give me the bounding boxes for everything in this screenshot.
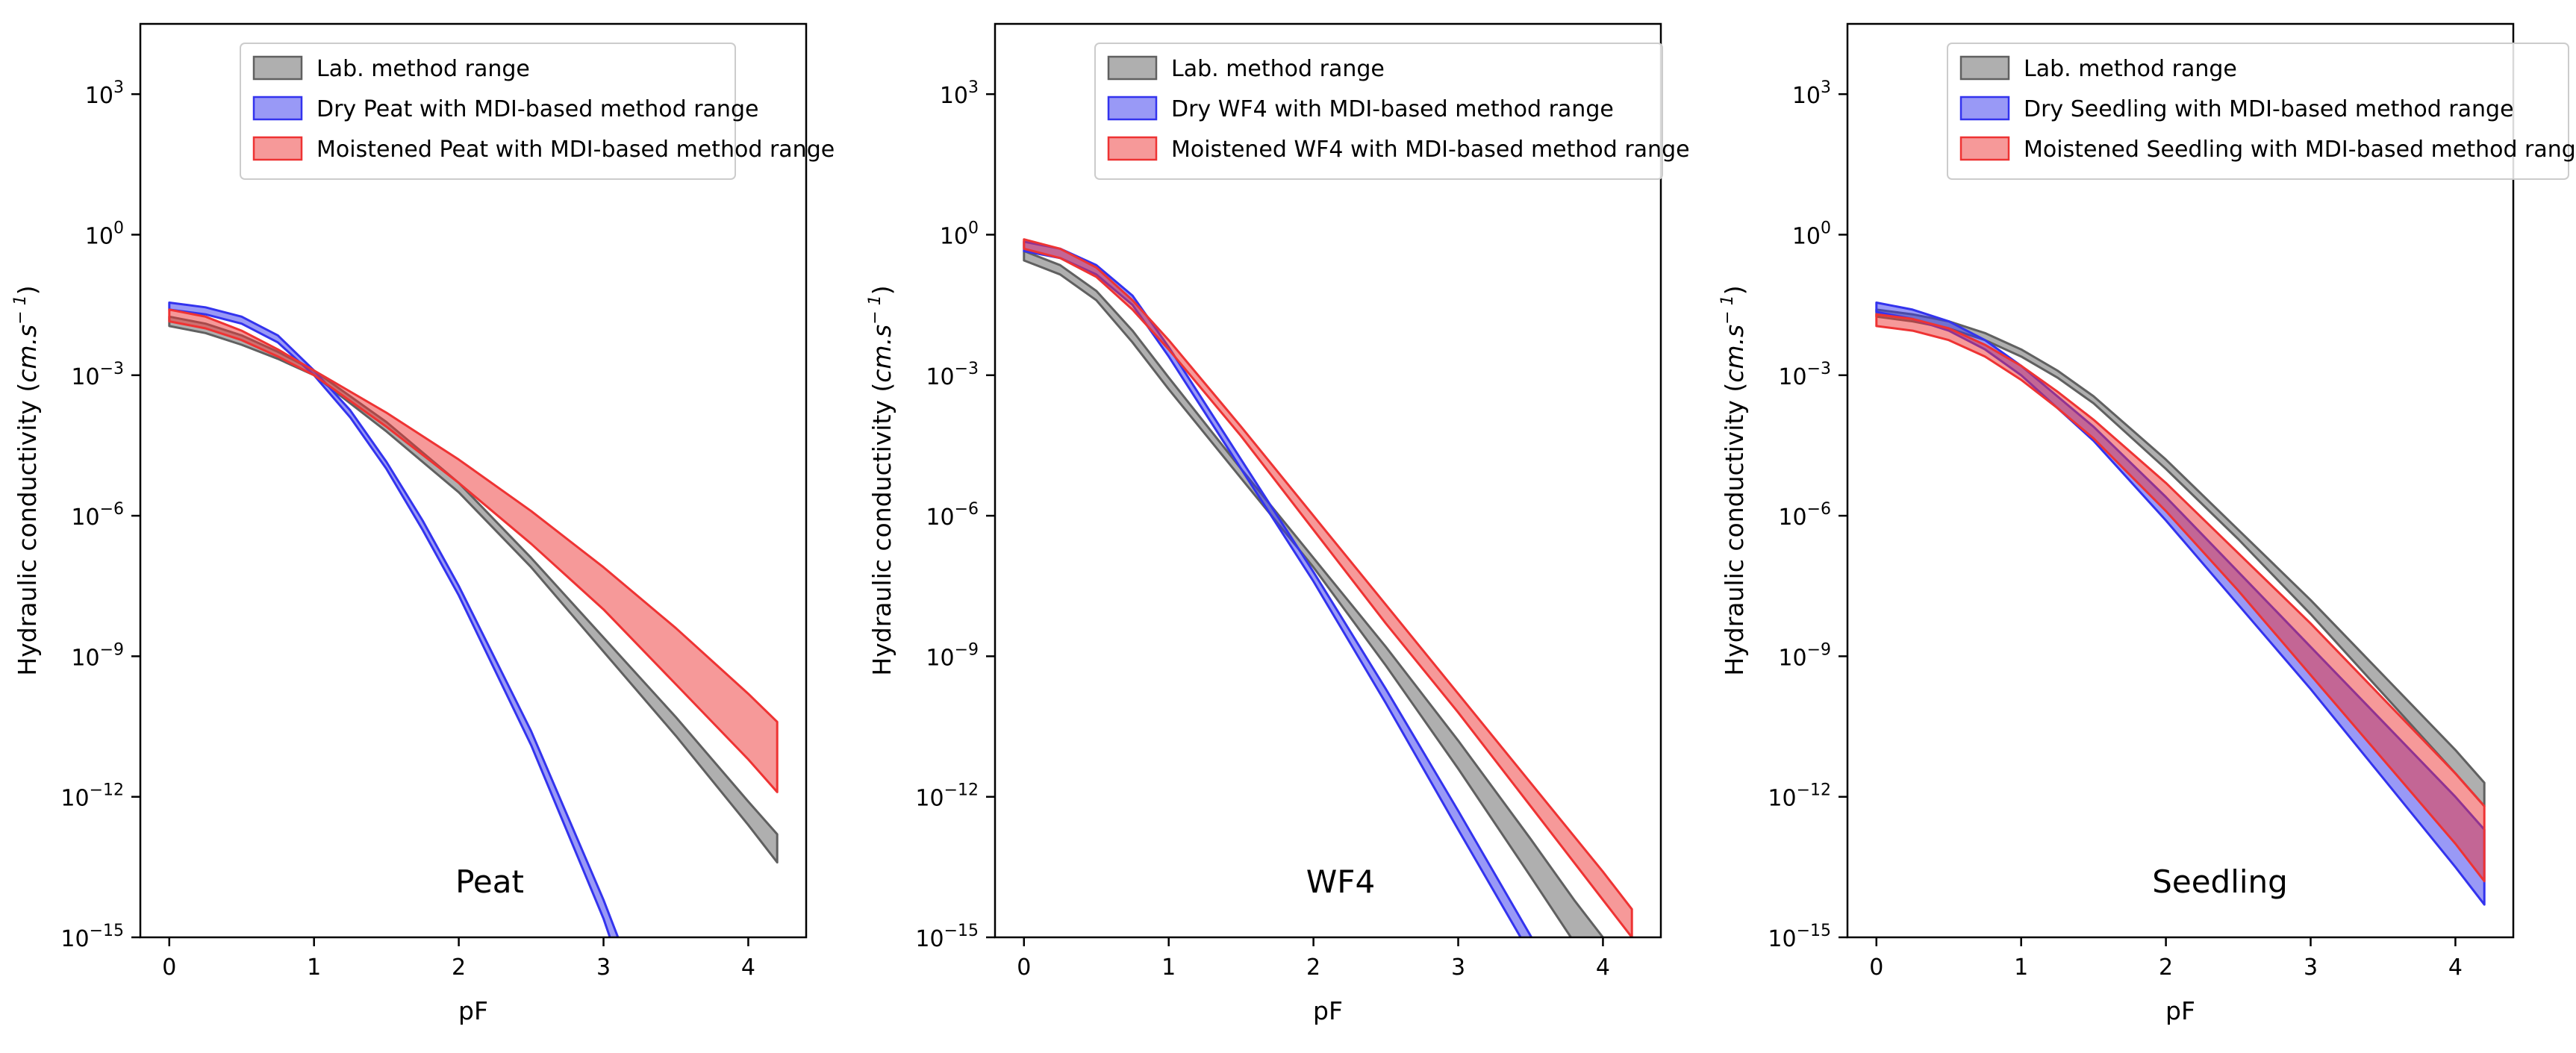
legend-frame xyxy=(1947,43,2569,180)
y-tick-label: 10−3 xyxy=(71,360,124,390)
legend: Lab. method range Dry Seedling with MDI-b… xyxy=(1947,43,2576,180)
y-tick-label: 10−6 xyxy=(71,500,124,531)
x-tick-label: 2 xyxy=(2159,954,2173,981)
legend-swatch-1 xyxy=(1959,96,2010,121)
y-tick-label: 10−9 xyxy=(926,640,979,671)
series-group xyxy=(168,301,779,937)
legend-swatch-0 xyxy=(1107,55,1158,81)
x-axis-label: pF xyxy=(458,996,488,1025)
x-tick-label: 2 xyxy=(452,954,466,981)
legend-frame xyxy=(240,43,736,180)
legend-swatch-1 xyxy=(1107,96,1158,121)
y-tick-label: 10−6 xyxy=(1778,500,1831,531)
legend-entry-0: Lab. method range xyxy=(1171,56,1385,82)
x-axis-label: pF xyxy=(2165,996,2195,1025)
y-axis-label: Hydraulic conductivity (cm.s− 1) xyxy=(11,285,42,675)
series-band-2 xyxy=(1023,238,1633,937)
axes-frame xyxy=(139,22,808,939)
y-axis-label: Hydraulic conductivity (cm.s− 1) xyxy=(866,285,896,675)
y-tick-label: 10−15 xyxy=(60,922,124,952)
legend-entry-2: Moistened Seedling with MDI-based method… xyxy=(2024,137,2576,163)
series-band-0 xyxy=(1023,249,1604,937)
y-tick-label: 10−12 xyxy=(1768,781,1831,812)
y-tick-label: 100 xyxy=(85,219,124,249)
x-tick-label: 0 xyxy=(162,954,176,981)
legend-entry-0: Lab. method range xyxy=(2024,56,2237,82)
legend: Lab. method range Dry Peat with MDI-based… xyxy=(240,43,835,180)
legend-frame xyxy=(1094,43,1663,180)
y-tick-label: 10−9 xyxy=(71,640,124,671)
legend-swatch-2 xyxy=(1959,136,2010,161)
x-tick-label: 4 xyxy=(741,954,755,981)
panel-name: Peat xyxy=(455,863,524,900)
legend-entry-2: Moistened WF4 with MDI-based method rang… xyxy=(1171,137,1690,163)
legend-entry-0: Lab. method range xyxy=(316,56,530,82)
panel-peat: 0 1 2 3 4 103 100 10−3 10−6 10−9 10−12 10−15 pF Hydra… xyxy=(11,22,835,1025)
series-band-2 xyxy=(168,308,779,793)
y-tick-label: 10−9 xyxy=(1778,640,1831,671)
legend-swatch-2 xyxy=(252,136,303,161)
y-tick-label: 100 xyxy=(940,219,979,249)
y-tick-label: 10−15 xyxy=(915,922,979,952)
series-group xyxy=(1023,238,1633,937)
x-tick-label: 0 xyxy=(1869,954,1883,981)
x-tick-label: 4 xyxy=(1596,954,1610,981)
x-tick-label: 1 xyxy=(1161,954,1176,981)
y-tick-label: 103 xyxy=(940,78,979,109)
series-group xyxy=(1875,301,2486,906)
series-band-1 xyxy=(1023,240,1533,937)
legend-swatch-1 xyxy=(252,96,303,121)
x-tick-label: 3 xyxy=(596,954,611,981)
x-tick-label: 4 xyxy=(2448,954,2463,981)
legend-entry-1: Dry WF4 with MDI-based method range xyxy=(1171,96,1614,122)
series-band-1 xyxy=(1875,301,2486,906)
y-tick-label: 10−3 xyxy=(1778,360,1831,390)
x-tick-label: 1 xyxy=(2014,954,2028,981)
legend-swatch-0 xyxy=(252,55,303,81)
y-tick-label: 10−3 xyxy=(926,360,979,390)
x-tick-label: 0 xyxy=(1017,954,1031,981)
legend-entry-1: Dry Seedling with MDI-based method range xyxy=(2024,96,2514,122)
series-band-1 xyxy=(168,301,620,937)
x-tick-label: 3 xyxy=(1451,954,1465,981)
legend-swatch-2 xyxy=(1107,136,1158,161)
x-axis-label: pF xyxy=(1313,996,1343,1025)
panel-name: WF4 xyxy=(1306,863,1375,900)
y-tick-label: 10−15 xyxy=(1768,922,1831,952)
legend-swatch-0 xyxy=(1959,55,2010,81)
y-tick-label: 10−12 xyxy=(60,781,124,812)
axes-frame xyxy=(994,22,1662,939)
y-tick-label: 100 xyxy=(1792,219,1831,249)
axes-frame xyxy=(1846,22,2515,939)
y-axis-label: Hydraulic conductivity (cm.s− 1) xyxy=(1718,285,1749,675)
y-tick-label: 103 xyxy=(85,78,124,109)
series-band-2 xyxy=(1875,313,2486,883)
series-band-0 xyxy=(168,315,779,864)
x-tick-label: 3 xyxy=(2304,954,2318,981)
y-tick-label: 10−12 xyxy=(915,781,979,812)
x-tick-label: 1 xyxy=(307,954,321,981)
y-tick-label: 10−6 xyxy=(926,500,979,531)
legend-entry-2: Moistened Peat with MDI-based method ran… xyxy=(316,137,835,163)
legend: Lab. method range Dry WF4 with MDI-based … xyxy=(1094,43,1690,180)
legend-entry-1: Dry Peat with MDI-based method range xyxy=(316,96,758,122)
y-tick-label: 103 xyxy=(1792,78,1831,109)
panel-wf4: 0 1 2 3 4 103 100 10−3 10−6 10−9 10−12 10−15 pF Hydra… xyxy=(866,22,1690,1025)
panel-name: Seedling xyxy=(2152,863,2288,900)
x-tick-label: 2 xyxy=(1306,954,1320,981)
panel-seedling: 0 1 2 3 4 103 100 10−3 10−6 10−9 10−12 10−15 pF Hydra… xyxy=(1718,22,2576,1025)
